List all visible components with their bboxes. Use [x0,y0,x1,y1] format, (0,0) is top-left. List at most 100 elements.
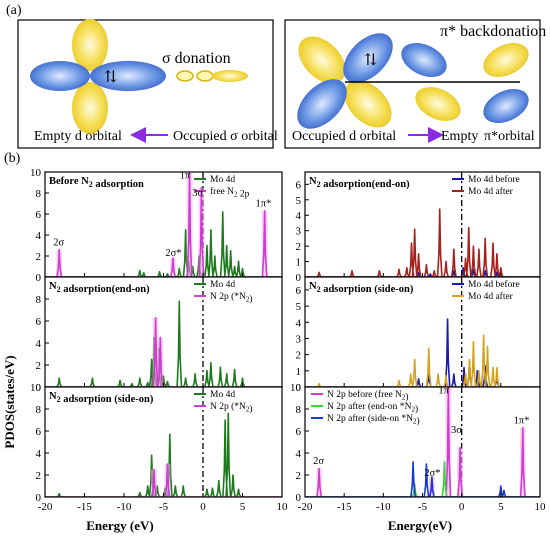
panel-a-right: ⇅ π* backdonation Occupied d orbital Emp… [284,19,546,149]
series-1 [305,208,540,277]
chart-right-bot: 0 2 4 6 8 10 -20 -15 -10 -5 0 5 10 N 2p before (free … [290,382,546,513]
d-orbital-lobe-ur [343,33,393,83]
chart-title: N2 adsorption (side-on) [309,281,414,295]
x-tick-label: 0 [200,501,206,513]
series-0 [45,412,282,497]
series-line [305,461,540,497]
plot-area [305,277,540,387]
y-tick-label: 0 [36,382,42,394]
legend-label: N 2p after (side-on *N2) [327,413,420,427]
sigma-orbital-lobe-2 [196,70,214,82]
pistar-caption: π*orbital [484,129,535,144]
y-tick-label: 3 [296,333,302,345]
x-tick-label: -10 [117,501,132,513]
x-tick-label: 5 [240,501,246,513]
peak-annotation: 1π [438,386,449,397]
legend-label: Mo 4d [210,280,235,290]
y-tick-label: 6 [36,316,42,328]
y-tick-label: 2 [296,350,302,362]
series-1 [45,172,282,277]
peak-annotation: 1π [180,170,191,181]
panel-b-label: (b) [4,151,21,166]
y-tick-label: 0 [296,382,302,394]
plot-area [45,172,282,277]
peak-annotation: 2σ* [165,248,181,259]
d-orbital-lobe-lr [344,80,392,128]
x-tick-label: -15 [77,501,92,513]
legend-label: Mo 4d [210,175,235,185]
plot-area [305,172,540,277]
peak-annotation: 3σ [192,188,203,199]
d-orbital-lobe-ll [297,79,347,129]
d-orbital-lobe-left [30,61,90,91]
panel-a-left-frame [17,19,274,149]
empty-caption: Empty [441,129,478,144]
plot-area [45,277,282,387]
panel-a-label: (a) [6,3,22,18]
x-tick-label: -5 [159,501,169,513]
x-tick-label: 10 [535,501,547,513]
pistar-lobe-4 [483,89,529,123]
y-tick-label: 4 [296,210,302,222]
x-axis-label-left: Energy (eV) [86,518,154,533]
x-tick-label: -20 [298,501,313,513]
electron-pair-right: ⇅ [364,52,377,69]
peak-annotation: 2σ* [424,468,440,479]
x-tick-label: 5 [498,501,504,513]
pistar-lobe-2 [415,87,461,121]
pistar-lobe-1 [401,43,447,77]
peak-annotation: 2σ [53,238,64,249]
chart-right-top: 0 1 2 3 4 5 6 N2 adsorption(end-on) Mo 4d before… [296,171,541,284]
y-tick-label: 3 [296,226,302,238]
series-2 [305,461,540,497]
series-1 [45,463,282,497]
plot-marks [45,172,282,277]
plot-marks [305,387,540,497]
y-tick-label: 4 [36,338,42,350]
legend-label: N 2p before (free N2) [327,389,409,403]
legend-label: free N2 2p [210,186,250,200]
y-tick-label: 2 [36,251,42,263]
electron-pair-left: ⇅ [104,69,117,86]
y-tick-label: 8 [296,404,302,416]
y-tick-label: 2 [296,241,302,253]
series-0 [305,266,540,277]
series-line [45,412,282,497]
x-tick-label: 10 [277,501,289,513]
legend-label: Mo 4d [210,390,235,400]
x-tick-label: -20 [38,501,53,513]
legend-label: N 2p (*N2) [210,291,253,305]
series-line [305,266,540,277]
d-orbital-lobe-top [72,19,108,71]
y-tick-label: 4 [36,448,42,460]
sigma-donation-label: σ donation [162,50,231,67]
plot-marks [305,172,540,277]
empty-d-orbital-caption: Empty d orbital [34,129,122,144]
series-0 [45,300,282,387]
legend-label: Mo 4d before [468,279,520,290]
x-tick-label: -5 [418,501,428,513]
series-line [305,461,540,497]
y-tick-label: 10 [30,167,42,179]
chart-right-mid: 0 1 2 3 4 5 6 N2 adsorption (side-on) Mo 4d befo… [296,276,541,394]
x-tick-label: -15 [337,501,352,513]
d-orbital-lobe-right [90,61,166,91]
y-tick-label: 6 [296,285,302,297]
series-line [305,334,540,387]
y-tick-label: 4 [296,317,302,329]
y-tick-label: 6 [296,426,302,438]
y-tick-label: 10 [30,382,42,394]
series-line [305,387,540,497]
x-tick-label: 0 [459,501,465,513]
chart-title: N2 adsorption (side-on) [49,391,154,405]
chart-title: N2 adsorption(end-on) [49,281,150,295]
y-tick-label: 0 [296,272,302,284]
d-orbital-lobe-bottom [72,82,108,134]
series-line [305,208,540,277]
y-axis-label: PDOS(states/eV) [2,355,17,448]
y-tick-label: 2 [296,470,302,482]
pistar-lobe-3 [483,43,529,77]
series-line [45,316,282,387]
